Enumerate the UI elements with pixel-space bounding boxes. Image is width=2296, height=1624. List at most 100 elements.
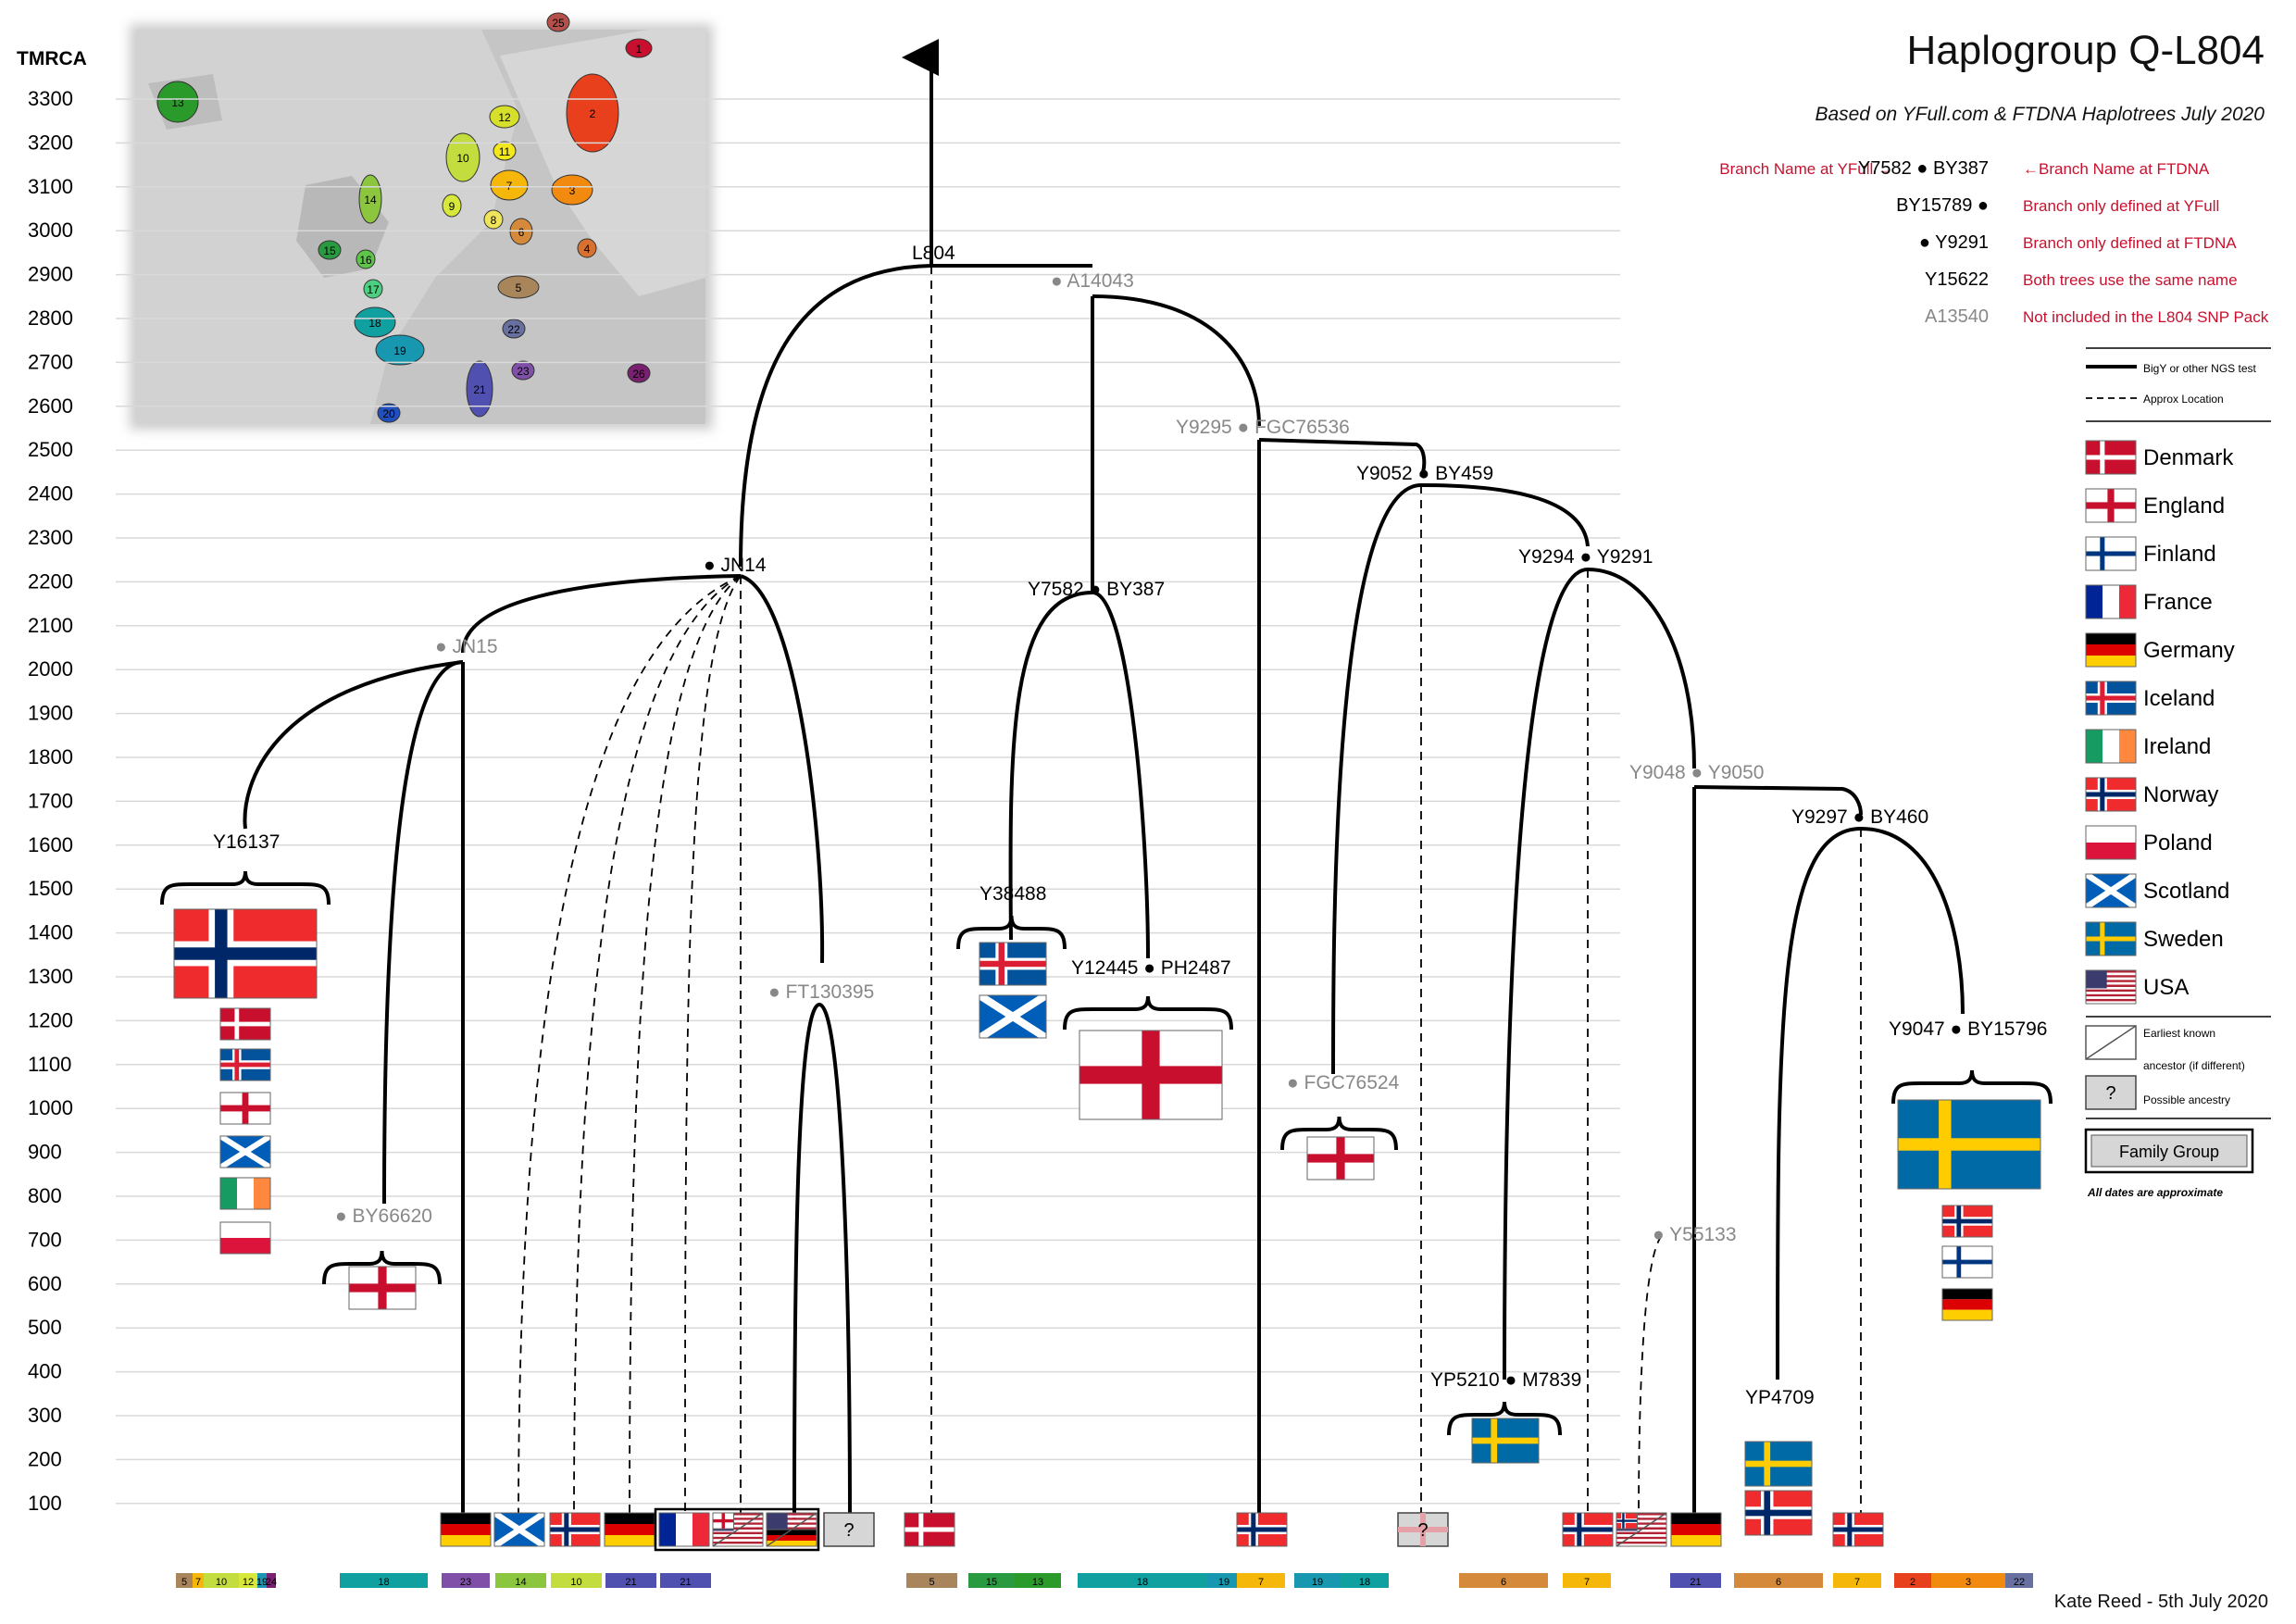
brace bbox=[322, 1250, 442, 1285]
norway-flag bbox=[1616, 1512, 1638, 1530]
map-region bbox=[493, 141, 517, 161]
map-region bbox=[502, 319, 526, 339]
region-bar-label: 15 bbox=[986, 1577, 997, 1588]
region-bar-label: 2 bbox=[1910, 1577, 1915, 1588]
denmark-flag bbox=[219, 1007, 271, 1041]
node-fgc76524: ● FGC76524 bbox=[1287, 1072, 1400, 1093]
axis-title: TMRCA bbox=[17, 48, 87, 69]
map-region bbox=[442, 194, 462, 218]
iceland-flag bbox=[979, 942, 1047, 986]
map-region-label: 20 bbox=[382, 407, 395, 420]
family-group-box bbox=[654, 1507, 820, 1552]
region-bar bbox=[1670, 1573, 1721, 1588]
possible-ancestry-mark: ? bbox=[843, 1520, 854, 1541]
jn14-dashed-4 bbox=[629, 575, 742, 1519]
axis-tick: 600 bbox=[28, 1272, 62, 1295]
england-flag bbox=[219, 1092, 271, 1125]
key-left-label: Branch Name at YFull → bbox=[1719, 160, 1893, 178]
region-bar bbox=[1734, 1573, 1823, 1588]
region-bar bbox=[605, 1573, 656, 1588]
region-bar-label: 7 bbox=[1854, 1577, 1860, 1588]
braces bbox=[160, 870, 2053, 1436]
axis-tick: 900 bbox=[28, 1141, 62, 1164]
map-region-label: 17 bbox=[367, 283, 380, 296]
england-flag bbox=[348, 1266, 417, 1310]
finland-flag bbox=[2085, 536, 2137, 571]
map-region-label: 9 bbox=[449, 200, 455, 213]
node-labels: L804 ● A14043 Y9295 ● FGC76536 Y9052 ● BY45… bbox=[213, 243, 2048, 1408]
england-flag bbox=[2085, 488, 2137, 523]
iceland-flag bbox=[2085, 681, 2137, 716]
england-flag bbox=[1306, 1136, 1375, 1181]
y7582-y38488 bbox=[1008, 591, 1093, 941]
region-bar bbox=[257, 1573, 267, 1588]
poland-flag bbox=[2085, 825, 2137, 860]
legend-country-england: England bbox=[2143, 493, 2225, 518]
key-node-example: ● Y9291 bbox=[1919, 232, 1989, 253]
key-node-example: A13540 bbox=[1925, 306, 1989, 327]
key-node-example: Y7582 ● BY387 bbox=[1858, 158, 1989, 179]
jn14-dashed-5 bbox=[684, 575, 742, 1519]
region-bar bbox=[1015, 1573, 1061, 1588]
node-y9297: Y9297 ● BY460 bbox=[1791, 806, 1928, 828]
region-bar-label: 5 bbox=[929, 1577, 934, 1588]
axis-tick: 2700 bbox=[28, 350, 73, 373]
a14043-fgc76536 bbox=[1092, 294, 1261, 427]
region-bar bbox=[2005, 1573, 2033, 1588]
region-bar-label: 14 bbox=[515, 1577, 526, 1588]
map-region-label: 2 bbox=[590, 107, 596, 120]
england-flag bbox=[1079, 1030, 1223, 1120]
norway-flag bbox=[549, 1512, 601, 1547]
finland-flag bbox=[1941, 1245, 1993, 1279]
axis-tick: 3100 bbox=[28, 175, 73, 198]
region-bar bbox=[193, 1573, 204, 1588]
node-by66620: ● BY66620 bbox=[335, 1206, 432, 1227]
legend-country-iceland: Iceland bbox=[2143, 686, 2215, 711]
map-region bbox=[566, 73, 619, 153]
iceland-flag bbox=[219, 1048, 271, 1081]
france-flag bbox=[2085, 584, 2137, 619]
region-bar bbox=[1341, 1573, 1389, 1588]
region-bar-label: 19 bbox=[1218, 1577, 1229, 1588]
jn14-dashed-2 bbox=[518, 575, 742, 1519]
map-region-label: 21 bbox=[473, 383, 486, 396]
y9297-yp4709 bbox=[1776, 827, 1862, 1380]
node-jn15: ● JN15 bbox=[435, 636, 498, 657]
flags: ?? bbox=[173, 908, 2041, 1552]
brace bbox=[1063, 995, 1233, 1031]
region-bar bbox=[495, 1573, 546, 1588]
region-bar bbox=[267, 1573, 276, 1588]
region-bar bbox=[1459, 1573, 1548, 1588]
legend-country-ireland: Ireland bbox=[2143, 734, 2211, 759]
region-bar-label: 18 bbox=[1137, 1577, 1148, 1588]
region-bar bbox=[1563, 1573, 1611, 1588]
map-region bbox=[489, 105, 520, 129]
map-region bbox=[156, 81, 199, 123]
axis-tick: 1100 bbox=[28, 1053, 71, 1076]
map-region bbox=[511, 360, 535, 381]
region-bar-label: 19 bbox=[1312, 1577, 1323, 1588]
axis-tick: 2400 bbox=[28, 482, 73, 506]
key-right-label: ←Branch Name at FTDNA bbox=[2023, 160, 2210, 178]
possible-ancestry-mark: ? bbox=[1417, 1520, 1428, 1541]
region-bar-label: 7 bbox=[1584, 1577, 1590, 1588]
node-y16137: Y16137 bbox=[213, 831, 280, 853]
axis-tick: 100 bbox=[28, 1492, 62, 1515]
map-region-label: 7 bbox=[506, 180, 513, 193]
legend-possible-label: Possible ancestry bbox=[2143, 1093, 2230, 1106]
axis-tick: 3000 bbox=[28, 219, 73, 242]
possible-ancestry-box bbox=[823, 1512, 875, 1547]
england-flag bbox=[712, 1512, 734, 1530]
map-region bbox=[497, 275, 540, 299]
node-l804: L804 bbox=[912, 243, 955, 264]
map-region-label: 13 bbox=[171, 96, 184, 109]
map-region bbox=[627, 363, 651, 383]
node-fgc76536: Y9295 ● FGC76536 bbox=[1176, 417, 1350, 438]
map-region bbox=[466, 360, 493, 418]
scotland-flag bbox=[493, 1510, 546, 1549]
axis-tick: 2000 bbox=[28, 657, 73, 681]
norway-flag bbox=[1562, 1512, 1614, 1547]
region-bar-label: 7 bbox=[195, 1577, 201, 1588]
poland-flag bbox=[219, 1221, 271, 1255]
axis-tick: 1000 bbox=[28, 1096, 73, 1119]
